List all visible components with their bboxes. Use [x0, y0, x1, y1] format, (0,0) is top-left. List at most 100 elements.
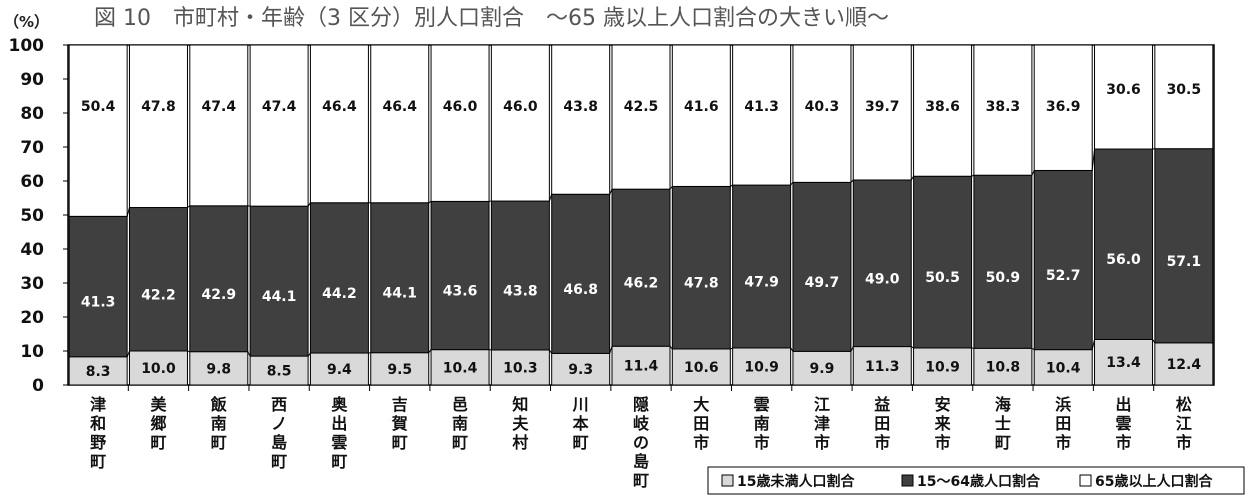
- category-label-char: 飯: [210, 395, 227, 414]
- data-label: 39.7: [865, 99, 900, 115]
- y-tick-label: 0: [32, 376, 44, 396]
- elderly-segment: [611, 44, 671, 190]
- young-segment: [370, 352, 430, 386]
- category-label-char: 市: [874, 433, 890, 452]
- y-tick-label: 10: [20, 342, 44, 362]
- legend-label: 15～64歳人口割合: [917, 473, 1041, 490]
- category-label-char: 町: [331, 452, 347, 471]
- category-label-char: 本: [573, 414, 589, 433]
- working-segment: [430, 200, 490, 351]
- category-label-char: 島: [633, 452, 649, 471]
- elderly-segment: [1094, 44, 1154, 150]
- data-label: 11.3: [865, 359, 900, 375]
- category-label-char: 江: [814, 395, 830, 414]
- young-segment: [611, 345, 671, 386]
- working-segment: [189, 205, 249, 353]
- data-label: 9.4: [327, 362, 352, 378]
- elderly-segment: [551, 44, 611, 195]
- data-label: 43.8: [503, 284, 538, 300]
- data-label: 56.0: [1106, 252, 1141, 268]
- category-label-char: ノ: [271, 414, 287, 433]
- plot-area: 01020304050607080901008.341.350.4津和野町10.…: [9, 36, 1215, 490]
- young-segment: [551, 352, 611, 386]
- young-segment: [1033, 349, 1093, 386]
- category-label-char: 和: [90, 414, 106, 433]
- category-label-char: 市: [1116, 433, 1132, 452]
- category-label-char: 町: [573, 433, 589, 452]
- y-tick-label: 60: [20, 172, 44, 192]
- data-label: 38.6: [925, 99, 960, 115]
- working-segment: [671, 185, 731, 350]
- working-segment: [913, 175, 973, 349]
- category-label-char: 松: [1176, 395, 1192, 414]
- category-label-char: 市: [1176, 433, 1192, 452]
- elderly-segment: [732, 44, 792, 186]
- category-label-char: 町: [150, 433, 166, 452]
- data-label: 10.8: [986, 360, 1021, 376]
- category-label-char: 市: [935, 433, 951, 452]
- working-segment: [732, 184, 792, 349]
- legend-label: 15歳未満人口割合: [737, 473, 855, 490]
- y-tick-label: 30: [20, 274, 44, 294]
- category-label-char: 岐: [633, 414, 649, 433]
- category-label-char: 野: [90, 433, 106, 452]
- data-label: 10.0: [141, 361, 176, 377]
- category-label-char: 川: [572, 395, 589, 414]
- working-segment: [1154, 148, 1214, 344]
- category-label-char: 島: [271, 433, 287, 452]
- y-tick-label: 40: [20, 240, 44, 260]
- data-label: 9.5: [387, 362, 412, 378]
- category-label-char: 市: [693, 433, 709, 452]
- elderly-segment: [309, 44, 369, 204]
- category-label-char: 士: [995, 414, 1011, 433]
- category-label-char: 南: [211, 414, 227, 433]
- working-segment: [792, 181, 852, 352]
- category-label-char: 町: [452, 433, 468, 452]
- data-label: 43.6: [443, 284, 478, 300]
- working-segment: [1033, 169, 1093, 351]
- category-label-char: 江: [1176, 414, 1192, 433]
- category-label-char: 浜: [1055, 395, 1071, 414]
- data-label: 49.0: [865, 271, 900, 287]
- data-label: 46.0: [443, 99, 478, 115]
- data-label: 10.4: [1046, 360, 1081, 376]
- data-label: 43.8: [563, 99, 598, 115]
- working-segment: [611, 188, 671, 347]
- young-segment: [732, 347, 792, 386]
- category-label-char: 町: [271, 452, 287, 471]
- category-label-char: 隠: [633, 395, 649, 414]
- category-label-char: 南: [754, 414, 770, 433]
- y-tick-label: 50: [20, 206, 44, 226]
- data-label: 41.3: [81, 295, 116, 311]
- elderly-segment: [1154, 44, 1214, 150]
- category-label-char: 雲: [754, 395, 770, 414]
- young-segment: [430, 349, 490, 386]
- working-segment: [973, 174, 1033, 349]
- category-label-char: 知: [512, 395, 528, 414]
- category-label-char: 町: [211, 433, 227, 452]
- chart-title: 図 10 市町村・年齢（3 区分）別人口割合 ～65 歳以上人口割合の大きい順～: [94, 6, 889, 31]
- category-label-char: 津: [814, 414, 830, 433]
- data-label: 50.5: [925, 270, 960, 286]
- data-label: 9.8: [206, 361, 231, 377]
- data-label: 11.4: [624, 359, 659, 375]
- young-segment: [1094, 338, 1154, 386]
- data-label: 10.6: [684, 360, 719, 376]
- legend-label: 65歳以上人口割合: [1095, 473, 1213, 490]
- data-label: 46.4: [322, 99, 357, 115]
- data-label: 42.2: [141, 287, 176, 303]
- elderly-segment: [973, 44, 1033, 176]
- category-label-char: 来: [934, 414, 952, 433]
- data-label: 47.8: [684, 276, 719, 292]
- category-label-char: 津: [90, 395, 106, 414]
- category-label-char: 田: [693, 414, 709, 433]
- young-segment: [913, 347, 973, 386]
- elderly-segment: [68, 44, 128, 217]
- category-label-char: 奥: [331, 395, 348, 414]
- category-label-char: 町: [90, 452, 106, 471]
- data-label: 40.3: [805, 99, 840, 115]
- category-label-char: 田: [1055, 414, 1071, 433]
- category-label-char: 大: [693, 395, 709, 414]
- data-label: 50.4: [81, 99, 116, 115]
